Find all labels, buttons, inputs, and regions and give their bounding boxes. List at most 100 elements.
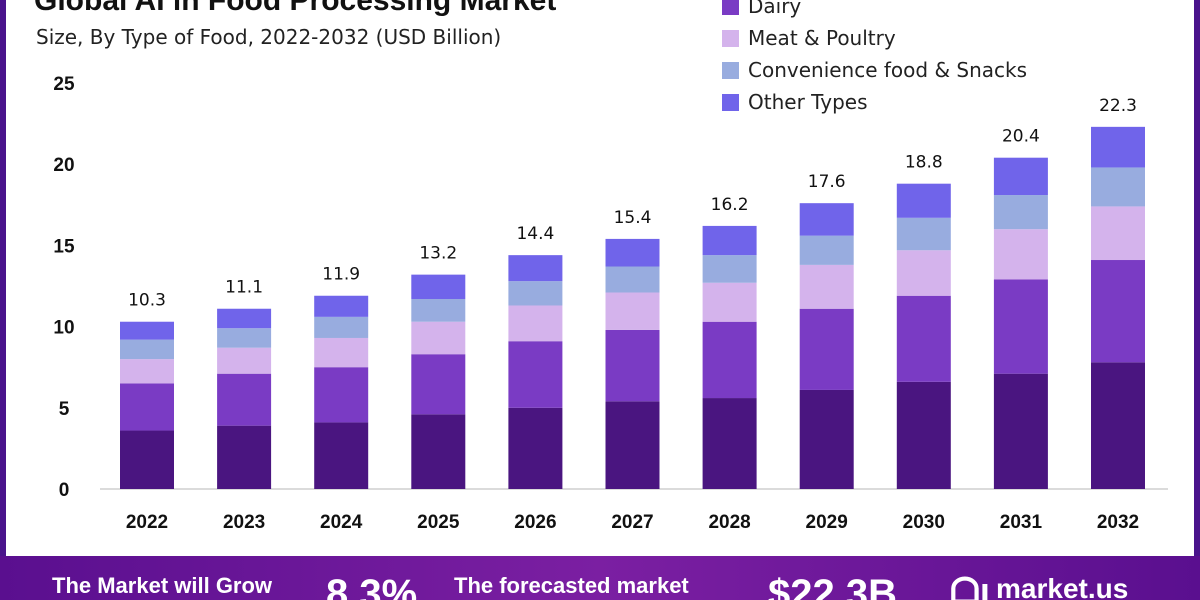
legend-label-dairy: Dairy (748, 0, 802, 18)
bar-segment (314, 422, 369, 489)
bar-total-label: 11.9 (322, 265, 360, 285)
bar-segment (411, 354, 466, 415)
bar-segment (605, 266, 660, 293)
bar-total-label: 18.8 (905, 153, 943, 173)
legend-swatch-dairy (722, 0, 739, 15)
bar-segment (993, 157, 1048, 196)
bar-segment (120, 321, 174, 340)
bar-segment (896, 217, 951, 251)
bar-segment (120, 430, 174, 489)
x-tick-label: 2026 (514, 512, 556, 533)
bar-segment (896, 250, 951, 296)
x-tick-label: 2032 (1097, 512, 1139, 533)
bar-segment (217, 373, 272, 426)
y-tick-label: 0 (59, 480, 70, 501)
bar-segment (508, 407, 563, 489)
right-frame-border (1194, 0, 1200, 560)
x-tick-label: 2025 (417, 512, 460, 533)
bar-total-label: 16.2 (711, 195, 749, 215)
banner-brand: market.us (996, 573, 1129, 600)
market-us-logo-icon: ᗝı (950, 570, 990, 600)
legend-item-dairy: Dairy (722, 0, 1027, 22)
bar-segment (605, 329, 660, 402)
bar-segment (605, 238, 660, 267)
bar-segment (120, 383, 174, 431)
bar-total-label: 14.4 (516, 224, 554, 244)
bar-segment (411, 274, 466, 299)
bar-segment (314, 316, 369, 338)
bar-segment (993, 229, 1048, 280)
y-tick-label: 25 (53, 74, 75, 95)
legend-swatch-other-types (722, 93, 739, 111)
bar-segment (702, 225, 757, 256)
bar-segment (508, 341, 563, 408)
bar-segment (508, 255, 563, 282)
legend-item-meat-poultry: Meat & Poultry (722, 22, 1027, 54)
bar-segment (1091, 126, 1145, 168)
x-tick-label: 2023 (223, 512, 265, 533)
y-tick-label: 15 (53, 236, 75, 257)
bar-segment (508, 305, 563, 342)
bar-segment (896, 183, 951, 218)
legend-swatch-convenience (722, 61, 739, 79)
bar-segment (605, 292, 660, 330)
chart-subtitle: Size, By Type of Food, 2022-2032 (USD Bi… (36, 25, 502, 49)
bar-segment (799, 235, 854, 265)
bar-total-label: 22.3 (1099, 96, 1137, 116)
bar-segment (1091, 206, 1145, 261)
bar-segment (1091, 260, 1145, 363)
bar-segment (993, 279, 1048, 374)
x-tick-label: 2027 (611, 512, 653, 533)
y-tick-label: 10 (53, 318, 74, 339)
x-tick-label: 2028 (708, 512, 750, 533)
bar-segment (702, 398, 757, 489)
bar-segment (1091, 167, 1145, 207)
bar-segment (217, 347, 272, 374)
y-tick-label: 20 (53, 155, 74, 176)
x-tick-label: 2031 (1000, 512, 1043, 533)
bar-total-label: 15.4 (614, 208, 652, 228)
bar-segment (217, 308, 272, 329)
legend-item-other-types: Other Types (722, 86, 1027, 118)
bar-segment (702, 321, 757, 399)
legend-item-convenience: Convenience food & Snacks (722, 54, 1027, 86)
bar-segment (411, 298, 466, 322)
bar-segment (799, 203, 854, 236)
x-tick-label: 2022 (126, 512, 168, 533)
bar-segment (314, 337, 369, 368)
bar-segment (508, 281, 563, 306)
legend: Dairy Meat & Poultry Convenience food & … (722, 0, 1027, 118)
bar-segment (120, 339, 174, 360)
bar-segment (1091, 362, 1145, 489)
bar-segment (896, 295, 951, 382)
banner-forecast-value: $22.3B (768, 572, 897, 600)
stacked-bar-chart: 051015202510.3202211.1202311.9202413.220… (53, 74, 1168, 533)
bar-total-label: 13.2 (419, 244, 457, 264)
banner-growth-rate: 8.3% (326, 572, 418, 600)
banner-growth-text: The Market will Grow (52, 573, 273, 598)
footer-banner: The Market will Grow 8.3% The forecasted… (0, 556, 1200, 600)
bar-segment (411, 321, 466, 355)
legend-label-convenience: Convenience food & Snacks (748, 58, 1028, 82)
bar-segment (896, 381, 951, 489)
legend-label-other-types: Other Types (748, 90, 868, 114)
chart-title: Global AI in Food Processing Market (34, 0, 557, 17)
bar-segment (702, 282, 757, 322)
bar-segment (799, 264, 854, 309)
bar-total-label: 10.3 (128, 291, 166, 311)
x-tick-label: 2024 (320, 512, 363, 533)
bar-segment (605, 401, 660, 489)
left-frame-border (0, 0, 6, 560)
bar-segment (120, 359, 174, 384)
legend-swatch-meat-poultry (722, 29, 739, 47)
bar-total-label: 20.4 (1002, 127, 1040, 147)
bar-segment (411, 414, 466, 489)
bar-segment (799, 308, 854, 390)
legend-label-meat-poultry: Meat & Poultry (748, 26, 896, 50)
y-tick-label: 5 (59, 399, 70, 420)
x-tick-label: 2029 (806, 512, 848, 533)
bar-segment (217, 328, 272, 348)
bar-segment (314, 367, 369, 423)
bar-segment (217, 425, 272, 489)
bar-segment (799, 389, 854, 489)
